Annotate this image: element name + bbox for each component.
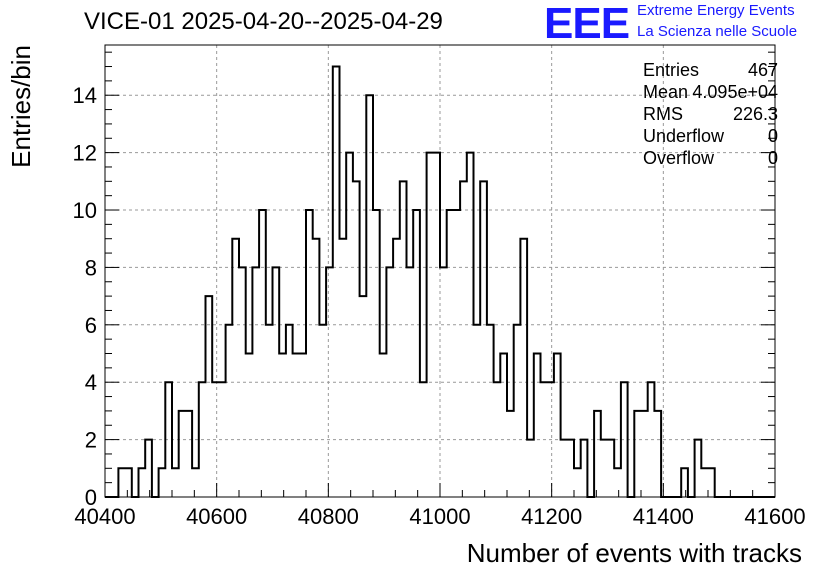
y-tick-label: 10 — [73, 198, 97, 223]
stat-value: 4.095e+04 — [692, 82, 778, 102]
y-tick-label: 6 — [85, 313, 97, 338]
x-tick-label: 41200 — [521, 504, 582, 529]
stat-value: 226.3 — [733, 104, 778, 124]
y-tick-label: 12 — [73, 141, 97, 166]
eee-logo: EEE — [544, 0, 630, 48]
stat-label: Underflow — [643, 126, 725, 146]
tick-labels: 40400 40600 40800 41000 41200 41400 41600 0 2 4 6 8… — [73, 83, 806, 529]
x-tick-label: 41400 — [633, 504, 694, 529]
x-tick-label: 41600 — [744, 504, 805, 529]
stat-label: RMS — [643, 104, 683, 124]
x-axis-label: Number of events with tracks — [467, 538, 802, 568]
stats-box: Entries 467 Mean 4.095e+04 RMS 226.3 Underflow… — [643, 60, 778, 168]
logo-line-2: La Scienza nelle Scuole — [637, 23, 798, 40]
stat-value: 0 — [768, 148, 778, 168]
histogram-series — [105, 65, 775, 498]
x-tick-label: 40800 — [298, 504, 359, 529]
y-tick-label: 8 — [85, 255, 97, 280]
logo-line-1: Extreme Energy Events — [637, 2, 795, 19]
stat-label: Mean — [643, 82, 688, 102]
stat-value: 0 — [768, 126, 778, 146]
x-tick-label: 40400 — [74, 504, 135, 529]
y-axis-label: Entries/bin — [6, 45, 36, 168]
axis-ticks — [104, 51, 776, 498]
stat-value: 467 — [748, 60, 778, 80]
y-tick-label: 4 — [85, 370, 97, 395]
chart-title: VICE-01 2025-04-20--2025-04-29 — [84, 8, 443, 35]
y-tick-label: 2 — [85, 428, 97, 453]
stat-label: Overflow — [643, 148, 715, 168]
stat-label: Entries — [643, 60, 699, 80]
grid-lines — [105, 45, 775, 497]
x-tick-label: 41000 — [409, 504, 470, 529]
y-tick-label: 0 — [85, 485, 97, 510]
x-tick-label: 40600 — [186, 504, 247, 529]
y-tick-label: 14 — [73, 83, 97, 108]
